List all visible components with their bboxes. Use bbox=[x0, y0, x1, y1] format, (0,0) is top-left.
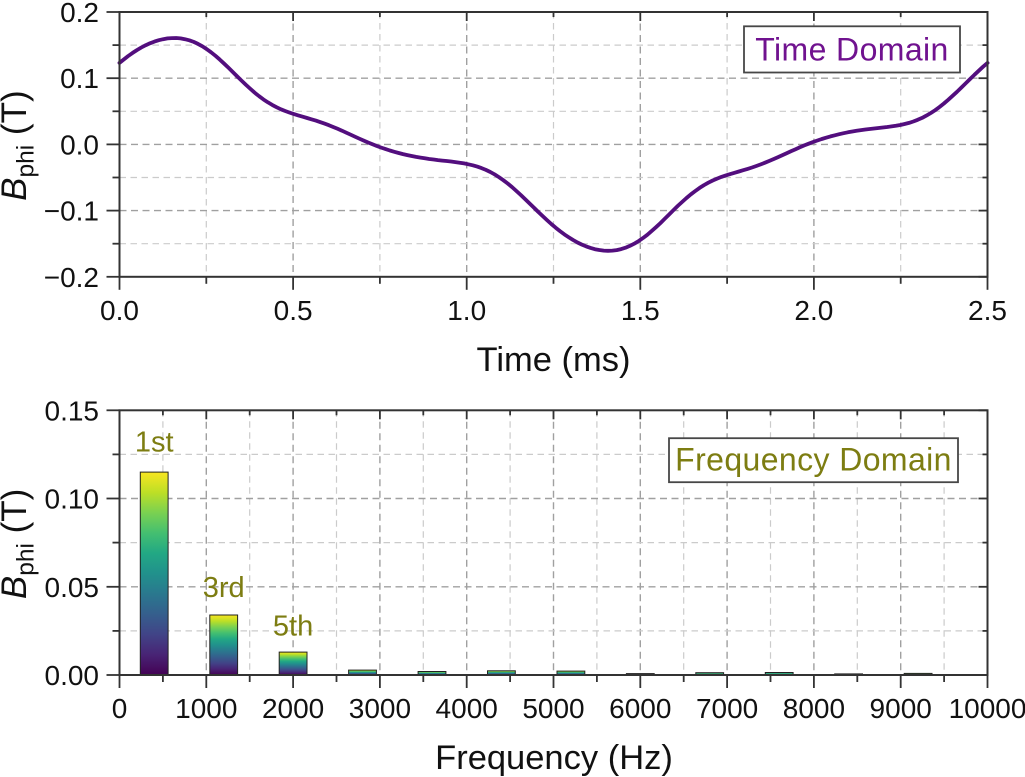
svg-text:Time (ms): Time (ms) bbox=[477, 341, 631, 379]
svg-text:0.05: 0.05 bbox=[45, 572, 100, 603]
svg-text:9000: 9000 bbox=[870, 693, 932, 724]
svg-text:10000: 10000 bbox=[949, 693, 1025, 724]
svg-text:0.10: 0.10 bbox=[45, 484, 100, 515]
svg-text:2.5: 2.5 bbox=[968, 295, 1007, 326]
svg-text:7000: 7000 bbox=[696, 693, 758, 724]
svg-text:0.0: 0.0 bbox=[100, 295, 139, 326]
svg-text:0.5: 0.5 bbox=[274, 295, 313, 326]
svg-text:3rd: 3rd bbox=[203, 572, 245, 604]
svg-text:0.0: 0.0 bbox=[60, 129, 99, 160]
svg-text:Time Domain: Time Domain bbox=[755, 32, 948, 68]
svg-text:2.0: 2.0 bbox=[794, 295, 833, 326]
svg-text:8000: 8000 bbox=[783, 693, 845, 724]
svg-text:5000: 5000 bbox=[522, 693, 584, 724]
svg-text:0: 0 bbox=[112, 693, 128, 724]
svg-text:1st: 1st bbox=[135, 427, 174, 459]
svg-text:−0.1: −0.1 bbox=[44, 196, 99, 227]
svg-text:0.2: 0.2 bbox=[60, 0, 99, 28]
svg-text:Frequency Domain: Frequency Domain bbox=[675, 442, 952, 478]
svg-text:3000: 3000 bbox=[349, 693, 411, 724]
svg-text:0.00: 0.00 bbox=[45, 660, 100, 691]
svg-text:1.0: 1.0 bbox=[447, 295, 486, 326]
svg-text:4000: 4000 bbox=[436, 693, 498, 724]
svg-text:1.5: 1.5 bbox=[621, 295, 660, 326]
svg-text:Bphi (T): Bphi (T) bbox=[0, 489, 40, 599]
svg-text:5th: 5th bbox=[273, 611, 313, 643]
svg-text:−0.2: −0.2 bbox=[44, 262, 99, 293]
svg-text:Bphi (T): Bphi (T) bbox=[0, 90, 40, 200]
svg-text:6000: 6000 bbox=[609, 693, 671, 724]
svg-text:0.1: 0.1 bbox=[60, 63, 99, 94]
svg-text:0.15: 0.15 bbox=[45, 395, 100, 426]
svg-text:1000: 1000 bbox=[175, 693, 237, 724]
svg-text:Frequency (Hz): Frequency (Hz) bbox=[435, 739, 673, 777]
svg-text:2000: 2000 bbox=[262, 693, 324, 724]
